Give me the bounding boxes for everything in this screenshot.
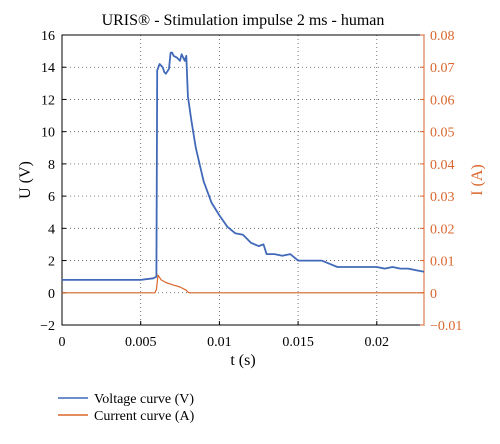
y-left-tick-label: 4: [48, 222, 55, 237]
x-tick-label: 0.01: [207, 335, 232, 350]
legend-entry-voltage: Voltage curve (V): [94, 392, 194, 407]
y-right-tick-label: 0.01: [430, 255, 455, 270]
y-left-tick-label: 0: [48, 287, 55, 302]
legend: Voltage curve (V) Current curve (A): [58, 392, 195, 424]
y-right-tick-label: 0.06: [430, 93, 455, 108]
y-left-tick-label: 16: [41, 29, 55, 44]
x-tick-label: 0.02: [365, 335, 390, 350]
y-right-tick-label: 0.08: [430, 29, 455, 44]
y-left-tick-label: 8: [48, 158, 55, 173]
y-right-tick-label: 0.04: [430, 158, 455, 173]
chart-title: URIS® - Stimulation impulse 2 ms - human: [102, 12, 385, 29]
grid-lines: [61, 34, 424, 326]
y-left-tick-label: 6: [48, 190, 55, 205]
series-line-voltage: [62, 51, 425, 281]
y-axis-right-label: I (A): [469, 164, 486, 196]
axis-ticks: 0 0.005 0.01 0.015 0.02 −2 0 2 4 6 8 10 12 14 16 −0.01 0…: [40, 29, 462, 350]
y-right-tick-label: 0.07: [430, 61, 455, 76]
x-tick-label: 0: [59, 335, 66, 350]
y-right-tick-label: 0.05: [430, 126, 455, 141]
y-right-tick-label: −0.01: [430, 319, 462, 334]
legend-entry-current: Current curve (A): [94, 409, 195, 424]
y-left-tick-label: 10: [41, 126, 55, 141]
y-left-tick-label: −2: [40, 319, 55, 334]
x-tick-label: 0.015: [282, 335, 314, 350]
plot-area-frame: [61, 34, 425, 326]
y-axis-left-label: U (V): [17, 161, 34, 199]
series-layer: [62, 51, 425, 294]
y-left-tick-label: 14: [41, 61, 55, 76]
y-right-tick-label: 0: [430, 287, 437, 302]
y-right-tick-label: 0.02: [430, 222, 455, 237]
x-tick-label: 0.005: [125, 335, 157, 350]
y-left-tick-label: 12: [41, 93, 55, 108]
x-axis-label: t (s): [230, 352, 255, 369]
series-line-current: [62, 274, 424, 294]
y-left-tick-label: 2: [48, 255, 55, 270]
y-right-tick-label: 0.03: [430, 190, 455, 205]
